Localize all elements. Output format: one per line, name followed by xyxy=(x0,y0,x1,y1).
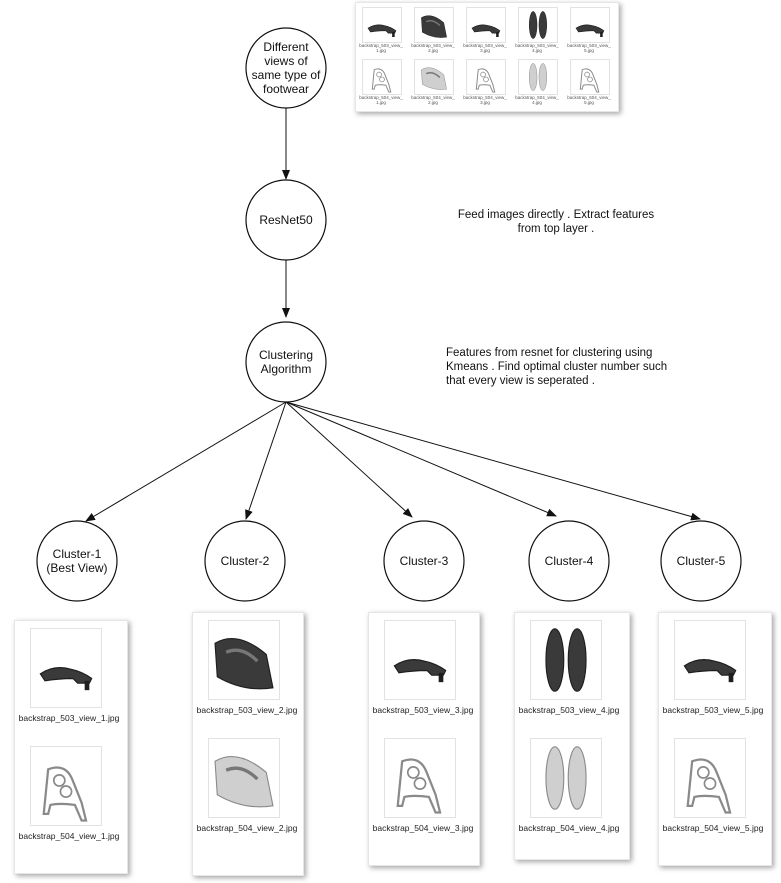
node-resnet-label: ResNet50 xyxy=(259,213,313,227)
input-image-filename: backstrap_504_view_2.jpg xyxy=(411,95,455,105)
input-image-thumbnail[interactable] xyxy=(466,7,506,43)
input-image-thumbnail[interactable] xyxy=(466,59,506,95)
input-image-thumbnail[interactable] xyxy=(570,7,610,43)
cluster-image-thumbnail[interactable] xyxy=(674,620,746,700)
node-views xyxy=(245,27,327,109)
cluster-image-thumbnail[interactable] xyxy=(530,620,602,700)
input-image-filename: backstrap_504_view_3.jpg xyxy=(463,95,507,105)
node-clustering-label: Clustering Algorithm xyxy=(258,348,314,376)
input-image-filename: backstrap_504_view_1.jpg xyxy=(359,95,403,105)
node-views-label: Different views of same type of footwear xyxy=(251,40,321,96)
clustering-note: Features from resnet for clustering usin… xyxy=(446,347,668,387)
image-filename: backstrap_503_view_5.jpg xyxy=(662,705,764,715)
cluster-image-thumbnail[interactable] xyxy=(30,746,102,826)
node-cluster-3-label: Cluster-3 xyxy=(399,554,449,568)
image-filename: backstrap_504_view_2.jpg xyxy=(196,823,298,833)
cluster-image-thumbnail[interactable] xyxy=(384,738,456,818)
image-filename: backstrap_504_view_5.jpg xyxy=(662,823,764,833)
cluster-image-thumbnail[interactable] xyxy=(30,628,102,708)
input-image-filename: backstrap_503_view_1.jpg xyxy=(359,43,403,53)
input-image-thumbnail[interactable] xyxy=(518,7,558,43)
input-image-thumbnail[interactable] xyxy=(362,7,402,43)
edge-to-cluster-3 xyxy=(285,401,413,518)
image-filename: backstrap_503_view_4.jpg xyxy=(518,705,620,715)
input-image-thumbnail[interactable] xyxy=(362,59,402,95)
node-clustering xyxy=(245,321,327,403)
input-image-filename: backstrap_503_view_2.jpg xyxy=(411,43,455,53)
input-image-thumbnail[interactable] xyxy=(570,59,610,95)
input-image-thumbnail[interactable] xyxy=(518,59,558,95)
node-cluster-1 xyxy=(36,520,118,602)
cluster-image-thumbnail[interactable] xyxy=(530,738,602,818)
input-image-filename: backstrap_503_view_4.jpg xyxy=(515,43,559,53)
node-cluster-2-label: Cluster-2 xyxy=(220,554,270,568)
node-cluster-2 xyxy=(204,520,286,602)
cluster-image-thumbnail[interactable] xyxy=(384,620,456,700)
input-image-filename: backstrap_503_view_3.jpg xyxy=(463,43,507,53)
input-image-filename: backstrap_504_view_5.jpg xyxy=(567,95,611,105)
image-filename: backstrap_504_view_1.jpg xyxy=(18,831,120,841)
edge-to-cluster-4 xyxy=(285,401,557,517)
cluster-image-thumbnail[interactable] xyxy=(674,738,746,818)
node-resnet xyxy=(245,179,327,261)
node-cluster-5-label: Cluster-5 xyxy=(676,554,726,568)
node-cluster-5 xyxy=(660,520,742,602)
input-image-filename: backstrap_504_view_4.jpg xyxy=(515,95,559,105)
cluster-image-thumbnail[interactable] xyxy=(208,738,280,818)
image-filename: backstrap_503_view_2.jpg xyxy=(196,705,298,715)
image-filename: backstrap_504_view_4.jpg xyxy=(518,823,620,833)
image-filename: backstrap_504_view_3.jpg xyxy=(372,823,474,833)
resnet-note: Feed images directly . Extract features … xyxy=(457,209,655,235)
node-cluster-4 xyxy=(528,520,610,602)
input-image-thumbnail[interactable] xyxy=(414,7,454,43)
input-image-filename: backstrap_503_view_5.jpg xyxy=(567,43,611,53)
edge-to-cluster-5 xyxy=(285,401,701,521)
cluster-image-thumbnail[interactable] xyxy=(208,620,280,700)
node-cluster-3 xyxy=(383,520,465,602)
node-cluster-1-label: Cluster-1 (Best View) xyxy=(46,547,108,575)
image-filename: backstrap_503_view_3.jpg xyxy=(372,705,474,715)
input-image-thumbnail[interactable] xyxy=(414,59,454,95)
edge-to-cluster-2 xyxy=(245,401,287,520)
image-filename: backstrap_503_view_1.jpg xyxy=(18,713,120,723)
node-cluster-4-label: Cluster-4 xyxy=(544,554,594,568)
edge-to-cluster-1 xyxy=(85,401,287,522)
